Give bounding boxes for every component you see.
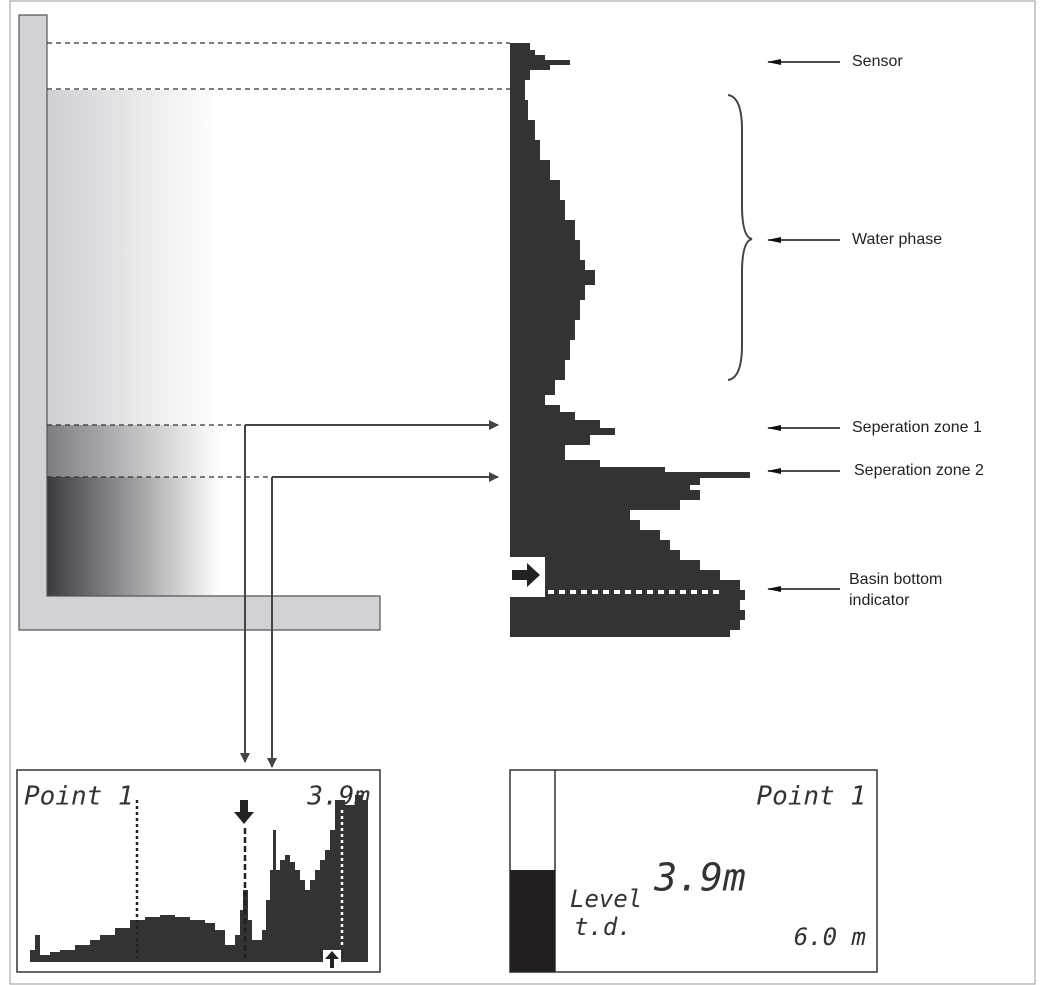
label: Basin bottom [849,571,942,588]
tank [18,14,381,631]
marker-arrow [325,951,339,968]
label: Water phase [852,231,942,248]
display-label: t.d. [574,913,632,941]
guide-lines [47,42,510,478]
marker-arrow [234,800,254,824]
label: indicator [849,592,910,609]
echo-curve [25,795,368,962]
connectors [240,420,499,768]
level-display [509,769,878,973]
label-arrows [767,59,840,592]
echo-profile [510,43,750,637]
display-title: Point 1 [756,782,866,812]
brace [727,94,753,381]
display-title: Point 1 [24,782,134,812]
label: Seperation zone 1 [852,419,982,436]
label: Seperation zone 2 [854,462,984,479]
display-value: 3.9m [653,856,746,900]
frame [9,0,1036,985]
bottom-marker-arrow [512,563,540,587]
display-distance: 6.0 m [794,923,866,951]
level-bar [510,870,555,972]
display-label: Level [570,885,642,913]
label: Sensor [852,53,903,70]
